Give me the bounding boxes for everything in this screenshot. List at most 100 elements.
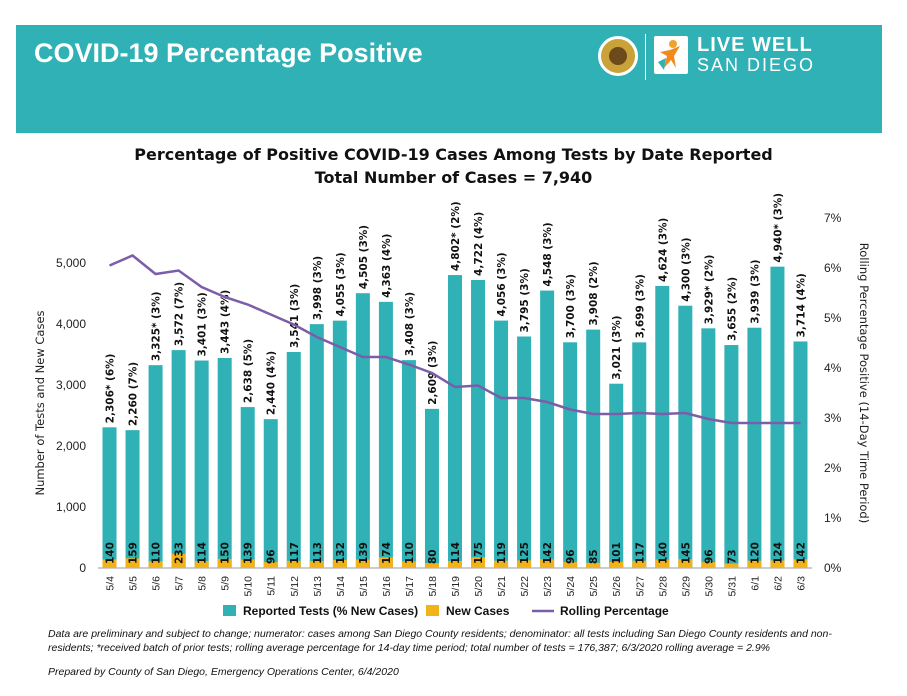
bar-reported-tests bbox=[701, 328, 716, 568]
bar-reported-tests bbox=[655, 285, 670, 568]
reported-tests-label: 3,655 (2%) bbox=[726, 277, 738, 341]
bar-new-cases bbox=[309, 561, 324, 568]
new-cases-label: 150 bbox=[220, 542, 232, 564]
y-axis-title: Number of Tests and New Cases bbox=[33, 310, 47, 495]
x-tick-label: 5/31 bbox=[726, 576, 738, 597]
new-cases-label: 119 bbox=[496, 542, 508, 564]
x-tick-label: 5/29 bbox=[680, 576, 692, 597]
bar-reported-tests bbox=[563, 342, 578, 568]
new-cases-label: 117 bbox=[634, 542, 646, 564]
bar-new-cases bbox=[102, 559, 117, 568]
reported-tests-label: 3,795 (3%) bbox=[519, 268, 531, 332]
bar-reported-tests bbox=[424, 408, 439, 568]
bar-new-cases bbox=[701, 562, 716, 568]
bar-reported-tests bbox=[747, 327, 762, 568]
x-tick-label: 5/11 bbox=[266, 576, 278, 596]
y-right-tick-label: 6% bbox=[824, 261, 842, 275]
y-tick-label: 0 bbox=[79, 561, 86, 575]
new-cases-label: 140 bbox=[657, 542, 669, 564]
new-cases-label: 101 bbox=[611, 542, 623, 564]
bar-new-cases bbox=[632, 560, 647, 568]
reported-tests-label: 2,638 (5%) bbox=[243, 339, 255, 403]
bar-reported-tests bbox=[309, 324, 324, 568]
bar-reported-tests bbox=[355, 293, 370, 568]
bar-reported-tests bbox=[194, 360, 209, 568]
x-tick-label: 5/28 bbox=[657, 576, 669, 597]
bar-new-cases bbox=[332, 559, 347, 568]
y-right-tick-label: 3% bbox=[824, 411, 842, 425]
reported-tests-label: 3,939 (3%) bbox=[749, 259, 761, 323]
logo-text-san-diego: SAN DIEGO bbox=[697, 55, 816, 75]
new-cases-label: 96 bbox=[703, 549, 715, 564]
x-tick-label: 5/24 bbox=[565, 576, 577, 597]
y-tick-label: 4,000 bbox=[56, 317, 86, 331]
bar-new-cases bbox=[240, 559, 255, 568]
chart-title: Percentage of Positive COVID-19 Cases Am… bbox=[134, 145, 773, 164]
bar-new-cases bbox=[263, 562, 278, 568]
page-title: COVID-19 Percentage Positive bbox=[34, 38, 423, 68]
bar-reported-tests bbox=[448, 275, 462, 568]
reported-tests-label: 3,401 (3%) bbox=[197, 292, 209, 356]
new-cases-label: 120 bbox=[749, 542, 761, 564]
bar-new-cases bbox=[194, 561, 209, 568]
reported-tests-label: 3,699 (3%) bbox=[634, 274, 646, 338]
bar-reported-tests bbox=[286, 351, 301, 568]
y-right-tick-label: 4% bbox=[824, 361, 842, 375]
bar-new-cases bbox=[401, 561, 416, 568]
y-right-tick-label: 1% bbox=[824, 511, 842, 525]
legend-swatch bbox=[223, 605, 236, 616]
bar-new-cases bbox=[378, 557, 393, 568]
y-right-axis-title: Rolling Percentage Positive (14-Day Time… bbox=[857, 243, 871, 523]
bar-reported-tests bbox=[148, 365, 163, 568]
x-tick-label: 5/20 bbox=[473, 576, 485, 597]
bar-reported-tests bbox=[171, 350, 186, 568]
y-right-tick-label: 7% bbox=[824, 211, 842, 225]
legend-swatch bbox=[426, 605, 439, 616]
new-cases-label: 110 bbox=[404, 542, 416, 564]
reported-tests-label: 3,021 (3%) bbox=[611, 315, 623, 379]
reported-tests-label: 4,363 (4%) bbox=[381, 234, 393, 298]
bar-new-cases bbox=[517, 560, 532, 568]
y-right-tick-label: 0% bbox=[824, 561, 842, 575]
bar-reported-tests bbox=[517, 336, 532, 568]
bar-reported-tests bbox=[678, 305, 693, 568]
bar-reported-tests bbox=[586, 329, 601, 568]
bar-new-cases bbox=[678, 559, 693, 568]
reported-tests-label: 4,722 (4%) bbox=[473, 212, 485, 276]
x-tick-label: 5/8 bbox=[197, 576, 209, 591]
new-cases-label: 159 bbox=[128, 542, 140, 564]
y-tick-label: 3,000 bbox=[56, 378, 86, 392]
new-cases-label: 174 bbox=[381, 542, 393, 564]
x-tick-label: 5/15 bbox=[358, 576, 370, 597]
live-well-figure-icon bbox=[654, 36, 688, 74]
reported-tests-label: 4,940* (3%) bbox=[772, 193, 784, 263]
reported-tests-label: 4,055 (3%) bbox=[335, 252, 347, 316]
x-tick-label: 5/18 bbox=[427, 576, 439, 597]
bar-new-cases bbox=[355, 559, 370, 568]
bar-new-cases bbox=[586, 562, 601, 568]
bar-reported-tests bbox=[632, 342, 647, 568]
x-tick-label: 5/17 bbox=[404, 576, 416, 597]
bar-new-cases bbox=[148, 561, 163, 568]
new-cases-label: 124 bbox=[772, 542, 784, 564]
bar-reported-tests bbox=[724, 345, 739, 568]
reported-tests-label: 2,440 (4%) bbox=[266, 351, 278, 415]
footnote-data-note: Data are preliminary and subject to chan… bbox=[48, 628, 832, 654]
new-cases-label: 113 bbox=[312, 542, 324, 564]
new-cases-label: 125 bbox=[519, 542, 531, 564]
reported-tests-label: 3,408 (3%) bbox=[404, 292, 416, 356]
reported-tests-label: 3,998 (3%) bbox=[312, 256, 324, 320]
bar-reported-tests bbox=[540, 290, 555, 568]
new-cases-label: 80 bbox=[427, 549, 439, 564]
bar-reported-tests bbox=[793, 341, 808, 568]
x-tick-label: 6/1 bbox=[749, 576, 761, 591]
rolling-percentage-line bbox=[109, 254, 801, 425]
reported-tests-label: 2,306* (6%) bbox=[105, 354, 117, 424]
new-cases-label: 85 bbox=[588, 549, 600, 564]
bar-new-cases bbox=[747, 560, 762, 568]
x-tick-label: 5/22 bbox=[519, 576, 531, 597]
bar-reported-tests bbox=[471, 279, 486, 568]
new-cases-label: 139 bbox=[358, 542, 370, 564]
new-cases-label: 73 bbox=[726, 549, 738, 564]
y-right-tick-label: 2% bbox=[824, 461, 842, 475]
